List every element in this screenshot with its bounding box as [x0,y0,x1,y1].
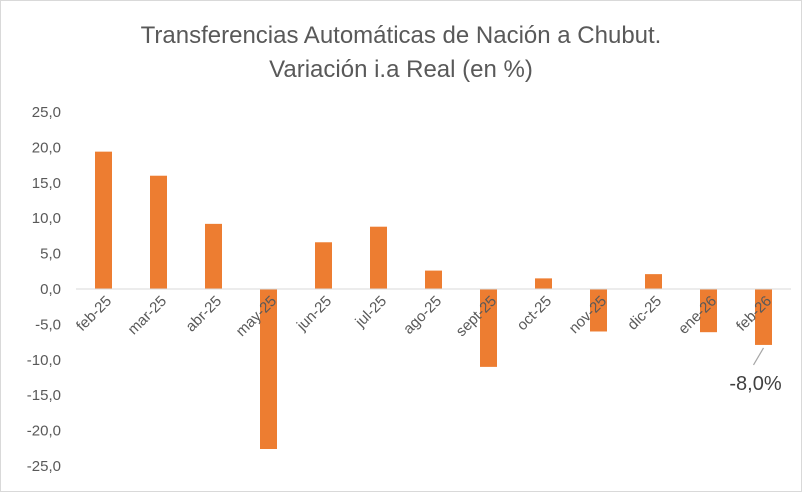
chart-subtitle: Variación i.a Real (en %) [269,56,533,83]
bar-feb-25 [95,151,112,289]
annotation-label: -8,0% [729,373,781,395]
bar-sept-25 [480,289,497,367]
x-tick-label: jul-25 [351,293,390,332]
y-tick-label: -25,0 [27,458,61,475]
y-tick-label: -5,0 [35,316,61,333]
bar-dic-25 [645,274,662,289]
y-tick-label: 0,0 [40,281,61,298]
y-tick-label: -20,0 [27,423,61,440]
x-tick-label: abr-25 [182,293,225,336]
bar-ene-26 [700,289,717,333]
chart-title: Transferencias Automáticas de Nación a C… [140,22,662,49]
x-tick-label: jun-25 [293,293,335,335]
y-tick-label: 20,0 [32,139,61,156]
y-tick-label: -10,0 [27,352,61,369]
annotation-leader-line [752,347,765,366]
x-tick-label: dic-25 [624,293,665,334]
y-tick-label: 10,0 [32,210,61,227]
x-tick-label: feb-25 [73,293,115,335]
y-tick-label: 5,0 [40,246,61,263]
bar-mar-25 [150,175,167,289]
chart-title-block: Transferencias Automáticas de Nación a C… [1,19,801,87]
bar-jul-25 [370,226,387,289]
bar-jun-25 [315,242,332,289]
x-tick-label: mar-25 [125,293,171,339]
bar-nov-25 [590,289,607,332]
y-tick-label: 15,0 [32,175,61,192]
bar-oct-25 [535,278,552,289]
y-tick-label: 25,0 [32,104,61,121]
x-tick-label: oct-25 [514,293,556,335]
bar-feb-26 [755,289,772,345]
bar-abr-25 [205,223,222,289]
bar-ago-25 [425,270,442,289]
x-tick-label: ago-25 [400,293,445,338]
bar-may-25 [260,289,277,450]
y-tick-label: -15,0 [27,387,61,404]
